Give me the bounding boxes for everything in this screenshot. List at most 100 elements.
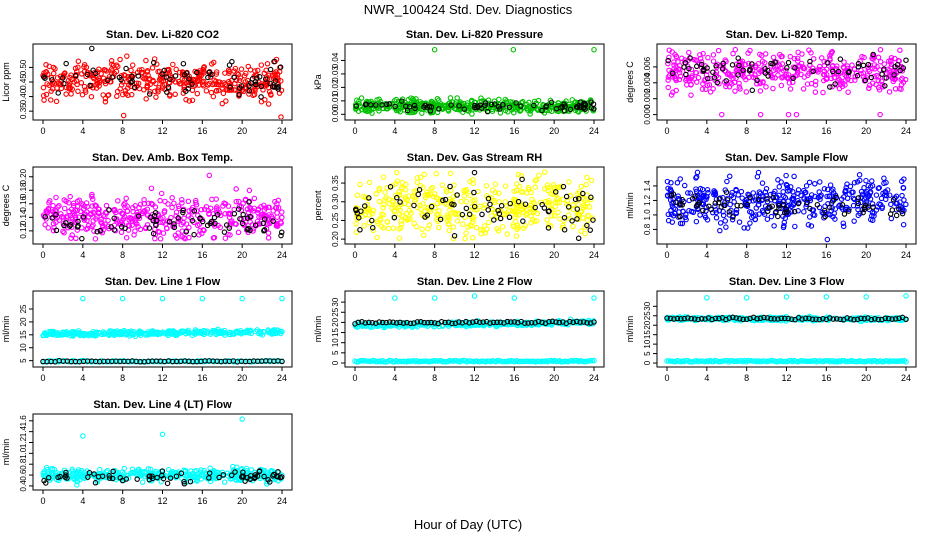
data-point <box>113 62 120 68</box>
data-point <box>784 75 791 82</box>
data-point <box>720 60 726 67</box>
data-point <box>101 331 107 337</box>
data-point <box>185 86 192 92</box>
data-point <box>698 192 705 198</box>
data-point <box>454 192 460 198</box>
data-point <box>118 229 125 236</box>
data-point <box>117 56 123 63</box>
data-point <box>405 202 412 208</box>
data-point <box>591 106 597 112</box>
data-point <box>265 327 272 333</box>
data-point <box>150 230 157 237</box>
data-point <box>669 70 676 77</box>
data-point <box>507 200 513 207</box>
data-point <box>417 174 424 180</box>
data-point <box>431 320 438 326</box>
data-point <box>881 175 887 182</box>
data-point <box>513 100 519 106</box>
data-point <box>77 208 84 215</box>
data-point <box>512 214 518 220</box>
data-point <box>714 61 721 68</box>
data-point <box>175 218 182 224</box>
data-point <box>694 169 701 176</box>
data-point <box>829 205 835 211</box>
data-point <box>844 358 851 365</box>
data-point <box>711 74 718 81</box>
data-point <box>492 181 499 187</box>
data-point <box>189 217 196 224</box>
data-point <box>92 70 99 77</box>
data-point <box>869 178 875 184</box>
data-point <box>665 211 672 218</box>
data-point <box>273 69 279 75</box>
data-point <box>521 320 528 326</box>
data-point <box>129 73 135 79</box>
data-point <box>88 332 94 338</box>
data-point <box>787 86 794 92</box>
y-axis-label: ml/min <box>313 316 323 343</box>
data-point <box>686 207 692 214</box>
data-point <box>402 103 409 110</box>
data-point <box>278 232 284 239</box>
data-point <box>80 295 86 302</box>
data-point <box>531 102 537 109</box>
data-point <box>817 179 823 185</box>
data-point <box>693 218 700 225</box>
data-point <box>787 184 794 190</box>
data-point <box>814 202 821 208</box>
data-point <box>59 331 66 337</box>
data-point <box>376 319 382 325</box>
data-point <box>103 202 110 209</box>
data-point <box>709 316 715 323</box>
y-tick-label: 1.2 <box>19 436 28 448</box>
data-point <box>147 76 153 82</box>
data-point <box>865 61 872 68</box>
data-point <box>785 59 792 66</box>
y-tick-label: 20 <box>19 317 28 326</box>
data-point <box>776 205 782 211</box>
data-point <box>72 72 79 79</box>
data-point <box>768 316 774 322</box>
data-point <box>111 329 117 335</box>
data-point <box>506 104 513 110</box>
data-point <box>841 211 848 217</box>
data-point <box>665 57 671 64</box>
data-point <box>724 197 731 203</box>
data-point <box>790 202 797 208</box>
data-point <box>688 359 694 365</box>
data-point <box>171 200 177 206</box>
data-point <box>419 211 425 217</box>
data-point <box>741 225 747 231</box>
data-point <box>403 210 410 217</box>
data-point <box>414 179 421 186</box>
data-point <box>404 217 411 223</box>
data-point <box>681 315 688 322</box>
data-point <box>96 66 102 72</box>
data-point <box>236 77 243 84</box>
x-tick-label: 16 <box>197 126 207 136</box>
data-point <box>226 87 232 93</box>
data-point <box>837 202 843 208</box>
data-point <box>265 235 272 241</box>
data-point <box>736 80 742 87</box>
data-point <box>462 214 468 220</box>
data-point <box>805 358 811 364</box>
y-tick-label: 0.00 <box>331 106 340 122</box>
x-tick-label: 24 <box>277 126 287 136</box>
data-point <box>582 230 588 237</box>
data-point <box>566 179 572 185</box>
data-point <box>587 227 593 233</box>
data-point <box>744 225 751 231</box>
x-tick-label: 24 <box>589 250 599 260</box>
data-point <box>80 214 87 220</box>
data-point <box>44 209 51 215</box>
data-point <box>733 210 740 217</box>
panel-title: Stan. Dev. Line 3 Flow <box>729 276 845 288</box>
data-point <box>840 220 847 226</box>
data-point <box>198 328 205 335</box>
data-point <box>807 205 813 212</box>
points <box>40 416 285 488</box>
data-point <box>428 203 435 210</box>
y-tick-label: 15 <box>331 328 340 337</box>
data-point <box>869 201 876 207</box>
